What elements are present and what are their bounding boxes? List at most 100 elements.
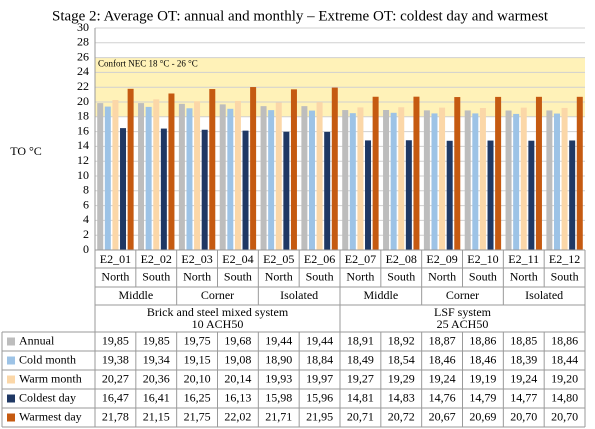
orientation-label: North <box>101 269 129 283</box>
y-tick-label: 26 <box>77 49 89 63</box>
x-tick-label: E2_12 <box>549 252 580 266</box>
table-cell: 21,75 <box>184 409 211 423</box>
orientation-label: North <box>428 269 456 283</box>
legend-label: Cold month <box>19 352 76 366</box>
comfort-band-label: Confort NEC 18 °C - 26 °C <box>98 59 198 69</box>
bar <box>553 113 560 250</box>
bar <box>194 101 201 250</box>
table-cell: 16,47 <box>102 390 129 404</box>
y-tick-label: 14 <box>77 138 89 152</box>
table-cell: 20,36 <box>143 371 170 385</box>
table-cell: 20,27 <box>102 371 129 385</box>
y-tick-label: 8 <box>83 183 89 197</box>
table-cell: 19,27 <box>347 371 374 385</box>
bar <box>250 87 257 250</box>
table-cell: 18,86 <box>551 333 578 347</box>
table-cell: 14,81 <box>347 390 374 404</box>
table-cell: 20,67 <box>429 409 456 423</box>
bar <box>97 103 104 250</box>
bar <box>308 110 315 250</box>
table-cell: 22,02 <box>224 409 251 423</box>
bar <box>535 96 542 250</box>
bar <box>546 110 553 250</box>
table-cell: 20,10 <box>184 371 211 385</box>
table-cell: 15,98 <box>265 390 292 404</box>
bar <box>138 103 145 250</box>
bar <box>390 112 397 250</box>
y-tick-label: 16 <box>77 123 89 137</box>
table-cell: 19,24 <box>510 371 537 385</box>
bar <box>201 129 208 250</box>
bar <box>104 106 111 250</box>
bar <box>234 100 241 251</box>
bar <box>561 107 568 250</box>
bar <box>513 113 520 250</box>
table-cell: 18,90 <box>265 352 292 366</box>
bar <box>160 128 167 250</box>
bar <box>178 103 185 250</box>
y-tick-label: 2 <box>83 227 89 241</box>
bar <box>505 110 512 250</box>
bar <box>219 104 226 250</box>
group-label: Middle <box>363 288 398 302</box>
legend-swatch <box>7 356 15 365</box>
bar <box>260 106 267 250</box>
y-tick-label: 10 <box>77 168 89 182</box>
y-tick-label: 6 <box>83 197 89 211</box>
y-tick-label: 28 <box>77 35 89 49</box>
table-cell: 19,93 <box>265 371 292 385</box>
bar <box>472 113 479 250</box>
table-cell: 18,92 <box>388 333 415 347</box>
system-subtitle: 10 ACH50 <box>192 317 244 331</box>
table-cell: 21,95 <box>306 409 333 423</box>
table-cell: 19,20 <box>551 371 578 385</box>
x-tick-label: E2_08 <box>386 252 417 266</box>
bar <box>275 102 282 250</box>
bar <box>520 107 527 251</box>
orientation-label: North <box>183 269 211 283</box>
table-cell: 18,49 <box>347 352 374 366</box>
table-cell: 15,96 <box>306 390 333 404</box>
bar <box>324 131 331 250</box>
table-cell: 18,84 <box>306 352 333 366</box>
table-cell: 20,14 <box>224 371 251 385</box>
x-tick-label: E2_07 <box>345 252 376 266</box>
table-cell: 19,29 <box>388 371 415 385</box>
legend-swatch <box>7 337 15 346</box>
bar <box>479 107 486 250</box>
x-tick-label: E2_03 <box>181 252 212 266</box>
bar <box>145 106 152 250</box>
bar <box>127 88 134 250</box>
x-tick-label: E2_02 <box>141 252 172 266</box>
table-cell: 18,85 <box>510 333 537 347</box>
group-label: Corner <box>446 288 479 302</box>
orientation-label: South <box>142 269 170 283</box>
table-cell: 19,44 <box>265 333 292 347</box>
table-cell: 19,08 <box>224 352 251 366</box>
bar <box>431 113 438 250</box>
table-cell: 18,46 <box>469 352 496 366</box>
table-cell: 18,91 <box>347 333 374 347</box>
table-cell: 18,46 <box>429 352 456 366</box>
bar <box>495 96 502 250</box>
table-cell: 19,38 <box>102 352 129 366</box>
bar <box>357 107 364 250</box>
x-tick-label: E2_11 <box>508 252 539 266</box>
bar <box>112 100 119 250</box>
table-cell: 20,71 <box>347 409 374 423</box>
bar <box>316 102 323 250</box>
x-tick-label: E2_10 <box>467 252 498 266</box>
orientation-label: North <box>265 269 293 283</box>
bar <box>186 108 193 250</box>
legend-label: Warm month <box>19 371 82 385</box>
table-cell: 14,77 <box>510 390 537 404</box>
legend-label: Annual <box>19 333 55 347</box>
table-cell: 20,69 <box>469 409 496 423</box>
bar <box>423 110 430 250</box>
table-cell: 14,80 <box>551 390 578 404</box>
table-cell: 16,41 <box>143 390 170 404</box>
bar <box>454 97 461 251</box>
table-cell: 19,97 <box>306 371 333 385</box>
group-label: Isolated <box>280 288 318 302</box>
legend-label: Warmest day <box>19 409 82 423</box>
